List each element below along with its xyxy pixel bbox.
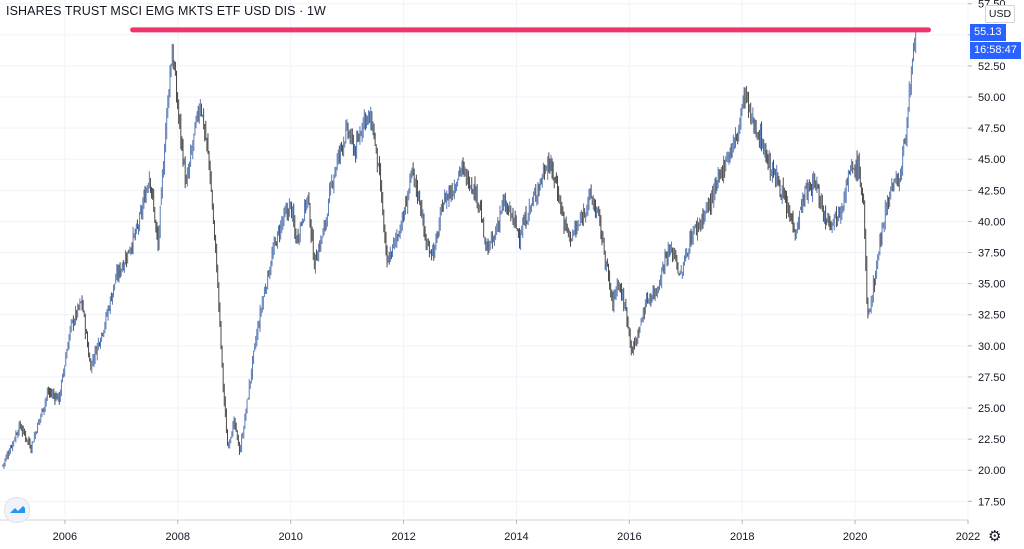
price-tick-label: 20.00 [978,465,1006,477]
gear-icon[interactable]: ⚙ [988,528,1002,545]
price-tick-label: 27.50 [978,372,1006,384]
price-tick-label: 37.50 [978,248,1006,260]
time-tick-label: 2016 [617,531,641,543]
price-tick-label: 52.50 [978,61,1006,73]
last-price-tag: 55.13 [970,24,1006,41]
price-tick-label: 25.00 [978,403,1006,415]
candlestick-series [2,27,917,470]
price-tick-label: 45.00 [978,154,1006,166]
price-tick-label: 30.00 [978,341,1006,353]
price-tick-label: 47.50 [978,123,1006,135]
price-tick-label: 35.00 [978,279,1006,291]
chart-title: ISHARES TRUST MSCI EMG MKTS ETF USD DIS … [6,4,326,18]
price-tick-label: 40.00 [978,216,1006,228]
price-tick-label: 50.00 [978,92,1006,104]
time-tick-label: 2014 [504,531,528,543]
time-tick-label: 2022 [956,531,980,543]
time-tick-label: 2018 [730,531,754,543]
time-axis[interactable]: 2006 2008 2010 2012 2014 2016 2018 2020 2022 [53,520,981,543]
price-tick-label: 17.50 [978,496,1006,508]
time-tick-label: 2012 [391,531,415,543]
currency-button[interactable]: USD [985,5,1015,23]
grid-lines [0,0,969,520]
price-tick-label: 22.50 [978,434,1006,446]
time-tick-label: 2008 [166,531,190,543]
countdown-tag: 16:58:47 [970,42,1021,59]
time-tick-label: 2020 [843,531,867,543]
price-tick-label: 42.50 [978,185,1006,197]
price-tick-label: 32.50 [978,310,1006,322]
tradingview-cloud-icon[interactable] [4,497,30,523]
time-tick-label: 2006 [53,531,77,543]
time-tick-label: 2010 [278,531,302,543]
